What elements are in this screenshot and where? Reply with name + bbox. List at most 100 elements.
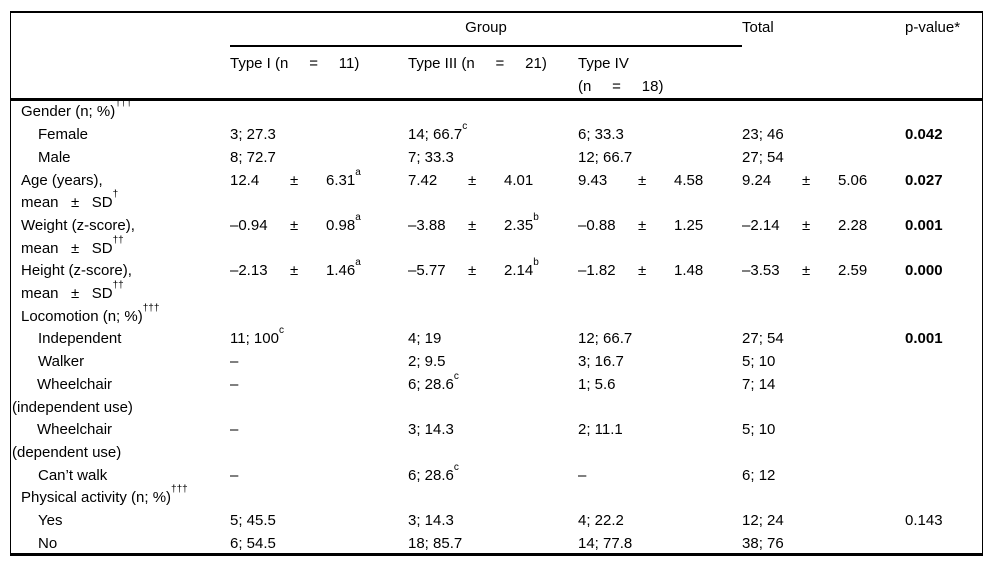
cell-type3 (408, 487, 578, 510)
cell-total: 6; 12 (742, 465, 905, 488)
cell-type1: –2.13 ±1.46a (230, 258, 408, 305)
table-row: Male 8; 72.7 7; 33.3 12; 66.7 27; 54 (11, 147, 982, 170)
cell-text: 1; 5.6 (578, 375, 616, 393)
cell-text: 6; 28.6 (408, 375, 454, 393)
cell-type1 (230, 306, 408, 329)
row-label: Yes (11, 510, 230, 533)
cell-type1: – (230, 351, 408, 374)
table-row: Gender (n; %)††† (11, 99, 982, 124)
cell-pvalue (905, 533, 982, 553)
cell-total: –3.53 ±2.59 (742, 260, 905, 305)
row-label: Wheelchair (independent use) (11, 374, 230, 419)
cell-text: 23; 46 (742, 126, 784, 144)
plus-minus: ± (290, 171, 299, 189)
row-label-text: Locomotion (n; %) (21, 307, 143, 325)
cell-total: 27; 54 (742, 147, 905, 170)
cell-pvalue: 0.143 (905, 510, 982, 533)
cell-total: –2.14 ±2.28 (742, 215, 905, 260)
cell-text: 18; 85.7 (408, 534, 463, 552)
cell-type3: 18; 85.7 (408, 533, 578, 553)
cell-pvalue (905, 147, 982, 170)
row-label: Locomotion (n; %)††† (11, 303, 230, 329)
table-row: Physical activity (n; %)††† (11, 485, 982, 510)
footmark: c (462, 121, 468, 133)
row-label: Independent (11, 328, 230, 351)
mean-value: –2.14 (742, 216, 780, 234)
footmark: a (355, 166, 361, 178)
plus-minus: ± (468, 262, 477, 280)
group-header: Group (230, 13, 743, 47)
cell-type3: 3; 14.3 (408, 510, 578, 533)
cell-type1: 3; 27.3 (230, 124, 408, 147)
mean-value: 7.42 (408, 171, 438, 189)
cell-text: 5; 10 (742, 353, 776, 371)
cell-type4: –0.88 ±1.25 (578, 215, 742, 260)
cell-type3: 6; 28.6c (408, 370, 578, 419)
pvalue-header: p-value* (905, 13, 982, 102)
cell-type4: – (578, 465, 742, 488)
plus-minus: ± (638, 171, 647, 189)
cell-pvalue (905, 465, 982, 488)
cell-type4 (578, 306, 742, 329)
cell-pvalue (905, 351, 982, 374)
cell-type3: 7.42 ±4.01 (408, 170, 578, 215)
header-spacer (11, 13, 230, 46)
row-label-text: Physical activity (n; %) (21, 489, 172, 507)
total-header: Total (742, 13, 906, 102)
cell-pvalue: 0.027 (905, 170, 982, 215)
cell-type4: 12; 66.7 (578, 147, 742, 170)
plus-minus: ± (802, 262, 811, 280)
row-label-footmark: † (112, 189, 119, 201)
row-label-text: Age (years), mean ± SD (21, 171, 113, 212)
cell-type3: –5.77 ±2.14b (408, 258, 578, 305)
cell-text: – (230, 375, 239, 393)
cell-text: 3; 14.3 (408, 512, 454, 530)
p-value-text: 0.001 (905, 330, 943, 348)
table-row: Yes 5; 45.5 3; 14.3 4; 22.2 12; 24 0.143 (11, 510, 982, 533)
cell-type4 (578, 100, 742, 124)
summary-table: Group Total p-value* Type I (n = 11) Typ… (11, 13, 982, 553)
cell-type3: 3; 14.3 (408, 419, 578, 464)
table-row: Independent 11; 100c 4; 19 12; 66.7 27; 54 0.… (11, 326, 982, 351)
col-header-type1: Type I (n = 11) (230, 46, 408, 102)
cell-type4: 3; 16.7 (578, 351, 742, 374)
cell-pvalue (905, 419, 982, 464)
footmark: c (453, 370, 459, 382)
cell-text: 38; 76 (742, 534, 784, 552)
plus-minus: ± (468, 216, 477, 234)
cell-text: 11; 100 (230, 330, 279, 348)
plus-minus: ± (290, 216, 299, 234)
row-label-text: Female (38, 126, 89, 144)
row-label-text: Male (38, 148, 71, 166)
table-row: Height (z-score), mean ± SD†† –2.13 ±1.46a… (11, 258, 982, 305)
cell-text: 3; 14.3 (408, 421, 454, 439)
row-label-text: Can’t walk (38, 466, 108, 484)
row-label: Physical activity (n; %)††† (11, 485, 230, 510)
cell-text: – (230, 466, 239, 484)
table-row: Can’t walk –6; 28.6c –6; 12 (11, 462, 982, 488)
cell-total: 7; 14 (742, 374, 905, 419)
sd-value: 6.31 (326, 171, 356, 189)
cell-text: 2; 11.1 (578, 421, 623, 439)
mean-value: –5.77 (408, 262, 446, 280)
cell-total: 12; 24 (742, 510, 905, 533)
table-row: Wheelchair (dependent use) – 3; 14.3 2; 11.… (11, 419, 982, 464)
mean-value: 9.43 (578, 171, 608, 189)
cell-text: 27; 54 (742, 330, 784, 348)
table-row: No 6; 54.5 18; 85.7 14; 77.8 38; 76 (11, 533, 982, 553)
cell-type1: – (230, 465, 408, 488)
cell-text: – (578, 466, 587, 484)
table-row: Wheelchair (independent use) –6; 28.6c 1; … (11, 370, 982, 419)
cell-text: 27; 54 (742, 148, 784, 166)
cell-type4: 14; 77.8 (578, 533, 742, 553)
cell-text: 3; 27.3 (230, 126, 276, 144)
cell-text: 14; 77.8 (578, 534, 633, 552)
col-header-type4: Type IV (n = 18) (578, 46, 743, 102)
table-row: Locomotion (n; %)††† (11, 303, 982, 329)
cell-type3: 4; 19 (408, 328, 578, 351)
sd-value: 0.98 (326, 216, 356, 234)
plus-minus: ± (802, 171, 811, 189)
row-label-text: Wheelchair (independent use) (12, 375, 133, 416)
p-value-text: 0.143 (905, 512, 943, 530)
cell-total: 38; 76 (742, 533, 905, 553)
